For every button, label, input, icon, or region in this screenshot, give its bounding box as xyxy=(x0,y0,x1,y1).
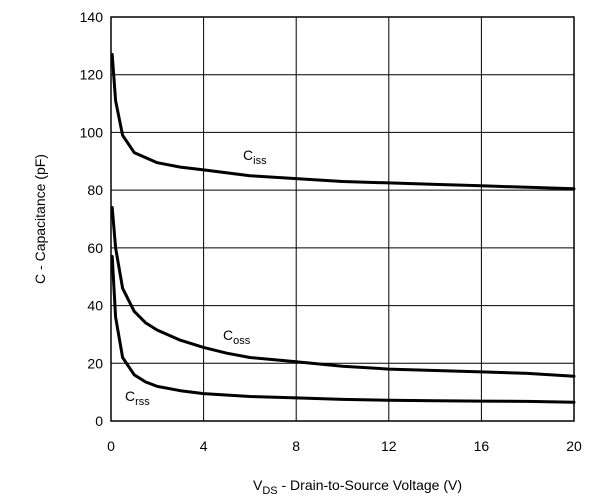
x-axis-title-rest: - Drain-to-Source Voltage (V) xyxy=(278,477,462,493)
y-tick-label: 40 xyxy=(87,298,103,314)
x-axis-title: VDS - Drain-to-Source Voltage (V) xyxy=(253,477,462,497)
series-line-ciss xyxy=(110,53,576,191)
x-axis-title-main: V xyxy=(253,477,263,493)
series-label-subscript: iss xyxy=(253,155,267,167)
x-axis-title-subscript: DS xyxy=(262,485,277,497)
series-line-coss xyxy=(110,206,576,378)
series-line-crss xyxy=(110,255,576,404)
x-tick-label: 12 xyxy=(381,438,397,454)
y-tick-label: 120 xyxy=(80,67,104,83)
plot-frame xyxy=(110,16,575,422)
series-label-ciss: Ciss xyxy=(243,147,267,167)
series-label-main: C xyxy=(243,147,253,163)
x-tick-label: 20 xyxy=(566,438,582,454)
series-label-coss: Coss xyxy=(223,327,251,347)
y-tick-label: 100 xyxy=(80,124,104,140)
y-axis-title: C - Capacitance (pF) xyxy=(32,154,48,284)
x-tick-label: 0 xyxy=(107,438,115,454)
y-tick-label: 140 xyxy=(80,9,104,25)
y-tick-labels: 0 20 40 60 80 100 120 140 xyxy=(80,9,104,429)
grid xyxy=(110,16,575,422)
series-label-main: C xyxy=(223,327,233,343)
x-tick-label: 8 xyxy=(292,438,300,454)
series-label-crss: Crss xyxy=(125,388,150,408)
series-lines xyxy=(110,53,576,404)
y-tick-label: 60 xyxy=(87,240,103,256)
series-label-subscript: rss xyxy=(135,396,150,408)
y-tick-label: 80 xyxy=(87,182,103,198)
series-label-subscript: oss xyxy=(233,335,251,347)
x-tick-labels: 0 4 8 12 16 20 xyxy=(107,438,582,454)
series-label-main: C xyxy=(125,388,135,404)
x-tick-label: 16 xyxy=(474,438,490,454)
y-tick-label: 20 xyxy=(87,355,103,371)
x-tick-label: 4 xyxy=(200,438,208,454)
y-tick-label: 0 xyxy=(95,413,103,429)
